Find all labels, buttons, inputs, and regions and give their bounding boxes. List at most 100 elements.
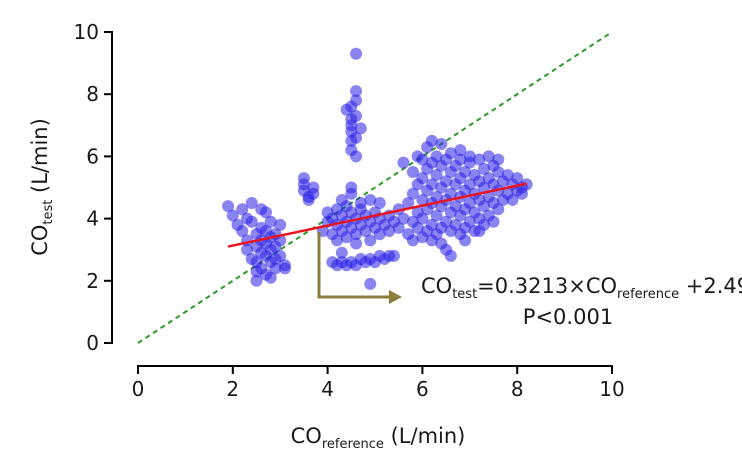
x-axis-label: COreference (L/min) xyxy=(291,424,466,452)
data-point xyxy=(331,234,344,247)
data-point xyxy=(506,193,519,206)
data-point xyxy=(383,225,396,238)
data-point xyxy=(364,234,377,247)
x-tick-label: 8 xyxy=(511,377,524,401)
y-tick-label: 0 xyxy=(86,331,99,355)
data-point xyxy=(501,169,514,182)
identity-line-group xyxy=(137,31,613,344)
data-point xyxy=(373,228,386,241)
data-point xyxy=(392,221,405,234)
data-point xyxy=(454,144,467,157)
data-point xyxy=(350,85,363,98)
data-point xyxy=(241,243,254,256)
annotation-arrowhead xyxy=(389,290,402,304)
data-point xyxy=(335,193,348,206)
data-point xyxy=(463,150,476,163)
data-point xyxy=(359,225,372,238)
data-point xyxy=(473,153,486,166)
equation-line-1: COtest=0.3213×COreference +2.49, xyxy=(421,274,742,302)
data-point xyxy=(435,137,448,150)
data-point xyxy=(345,181,358,194)
data-point xyxy=(478,200,491,213)
data-point xyxy=(416,193,429,206)
data-point xyxy=(236,225,249,238)
x-tick-label: 0 xyxy=(132,377,145,401)
data-point xyxy=(278,262,291,275)
data-point xyxy=(222,200,235,213)
regression-line-group xyxy=(227,182,527,248)
data-point xyxy=(473,225,486,238)
data-point xyxy=(444,249,457,262)
data-point xyxy=(350,237,363,250)
data-point xyxy=(406,234,419,247)
data-point xyxy=(250,274,263,287)
y-tick-label: 2 xyxy=(86,269,99,293)
data-point xyxy=(425,234,438,247)
data-point xyxy=(406,187,419,200)
data-point xyxy=(482,150,495,163)
data-point xyxy=(449,218,462,231)
data-point xyxy=(350,150,363,163)
data-points xyxy=(222,47,533,290)
data-point xyxy=(350,228,363,241)
data-point xyxy=(444,147,457,160)
data-point xyxy=(269,262,282,275)
data-point xyxy=(397,156,410,169)
data-point xyxy=(411,221,424,234)
data-point xyxy=(255,203,268,216)
data-point xyxy=(340,231,353,244)
data-point xyxy=(354,122,367,135)
regression-equation-annotation: COtest=0.3213×COreference +2.49, P<0.001 xyxy=(317,232,742,329)
x-tick-label: 2 xyxy=(226,377,239,401)
data-point xyxy=(307,187,320,200)
data-point xyxy=(406,165,419,178)
y-tick-label: 10 xyxy=(74,20,99,44)
data-point xyxy=(350,131,363,144)
data-point xyxy=(402,197,415,210)
data-point xyxy=(264,271,277,284)
data-point xyxy=(430,150,443,163)
data-point xyxy=(416,212,429,225)
data-point xyxy=(454,153,467,166)
data-point xyxy=(440,215,453,228)
data-point xyxy=(350,47,363,60)
regression-line xyxy=(227,182,527,248)
y-tick-label: 8 xyxy=(86,82,99,106)
y-tick-label: 4 xyxy=(86,207,99,231)
data-point xyxy=(440,175,453,188)
data-point xyxy=(463,215,476,228)
data-point xyxy=(425,218,438,231)
data-point xyxy=(236,203,249,216)
data-point xyxy=(449,200,462,213)
data-point xyxy=(478,181,491,194)
data-point xyxy=(364,277,377,290)
data-point xyxy=(416,172,429,185)
data-point xyxy=(387,249,400,262)
x-tick-label: 4 xyxy=(321,377,334,401)
data-point xyxy=(430,190,443,203)
axes: 0 2 4 6 8 10 0 2 4 6 8 10 xyxy=(74,20,625,401)
data-point xyxy=(373,197,386,210)
data-point xyxy=(511,172,524,185)
identity-line xyxy=(137,31,613,344)
x-tick-label: 10 xyxy=(599,377,624,401)
data-point xyxy=(492,203,505,216)
data-point xyxy=(226,209,239,222)
data-point xyxy=(463,178,476,191)
data-point xyxy=(397,212,410,225)
data-point xyxy=(425,134,438,147)
data-point xyxy=(492,165,505,178)
data-point xyxy=(274,249,287,262)
equation-line-2: P<0.001 xyxy=(523,305,613,329)
data-point xyxy=(345,113,358,126)
y-axis-label: COtest (L/min) xyxy=(28,118,56,256)
data-point xyxy=(478,162,491,175)
y-tick-label: 6 xyxy=(86,144,99,168)
data-point xyxy=(274,218,287,231)
data-point xyxy=(435,237,448,250)
data-point xyxy=(416,153,429,166)
data-point xyxy=(444,187,457,200)
data-point xyxy=(487,215,500,228)
data-point xyxy=(264,215,277,228)
data-point xyxy=(492,153,505,166)
